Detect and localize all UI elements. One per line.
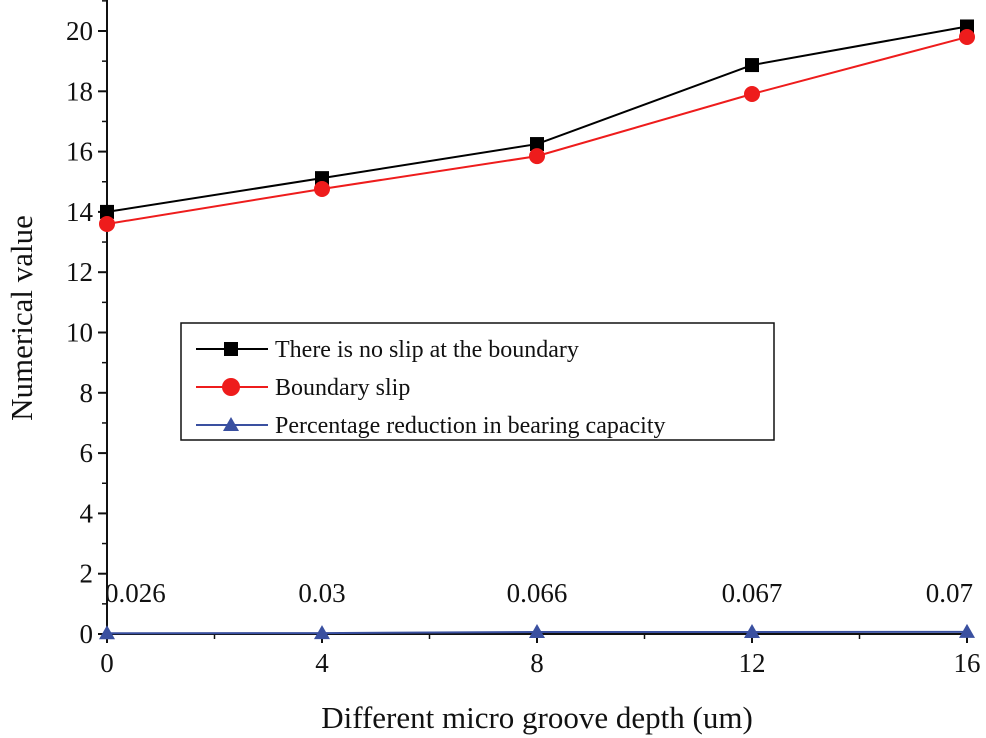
data-point-triangle	[744, 623, 760, 638]
data-point-circle	[744, 86, 760, 103]
y-tick-label: 20	[66, 16, 93, 46]
data-point-triangle	[99, 625, 115, 640]
data-label: 0.067	[722, 578, 783, 608]
data-point-circle	[529, 148, 545, 165]
x-tick-label: 16	[954, 648, 981, 678]
data-label: 0.026	[105, 578, 166, 608]
x-tick-label: 0	[100, 648, 114, 678]
data-point-square	[100, 204, 114, 219]
series-line	[106, 25, 968, 213]
x-axis-label: Different micro groove depth (um)	[321, 700, 753, 735]
data-point-circle	[314, 180, 330, 197]
y-tick-label: 0	[80, 619, 94, 649]
series-triangle	[99, 623, 975, 640]
data-point-square	[745, 58, 759, 73]
y-tick-label: 18	[66, 76, 93, 106]
data-point-square	[315, 171, 329, 186]
y-tick-label: 10	[66, 318, 93, 348]
data-label: 0.066	[507, 578, 568, 608]
data-point-circle	[959, 29, 975, 46]
legend: There is no slip at the boundary Boundary…	[180, 322, 775, 441]
x-tick-label: 12	[739, 648, 766, 678]
data-point-circle	[99, 215, 115, 232]
series-circle	[99, 29, 975, 232]
data-label: 0.07	[926, 578, 973, 608]
data-point-triangle	[314, 625, 330, 640]
data-point-circle	[222, 378, 240, 396]
x-tick-label: 8	[530, 648, 544, 678]
y-tick-label: 2	[80, 559, 94, 589]
series-square	[100, 19, 974, 219]
y-tick-label: 4	[80, 498, 94, 528]
y-tick-label: 12	[66, 257, 93, 287]
data-point-square	[530, 137, 544, 152]
data-point-triangle	[529, 624, 545, 639]
y-tick-label: 6	[80, 438, 94, 468]
y-axis-label: Numerical value	[4, 215, 39, 421]
legend-label: Boundary slip	[275, 375, 410, 401]
data-label: 0.03	[298, 578, 345, 608]
series-line	[106, 36, 968, 225]
data-point-triangle	[959, 623, 975, 638]
data-point-square	[224, 342, 238, 356]
x-tick-label: 4	[315, 648, 329, 678]
legend-label: Percentage reduction in bearing capacity	[275, 413, 665, 439]
y-tick-label: 16	[66, 137, 93, 167]
y-tick-label: 8	[80, 378, 94, 408]
data-point-triangle	[223, 417, 239, 431]
legend-label: There is no slip at the boundary	[275, 337, 579, 363]
y-tick-label: 14	[66, 197, 94, 227]
